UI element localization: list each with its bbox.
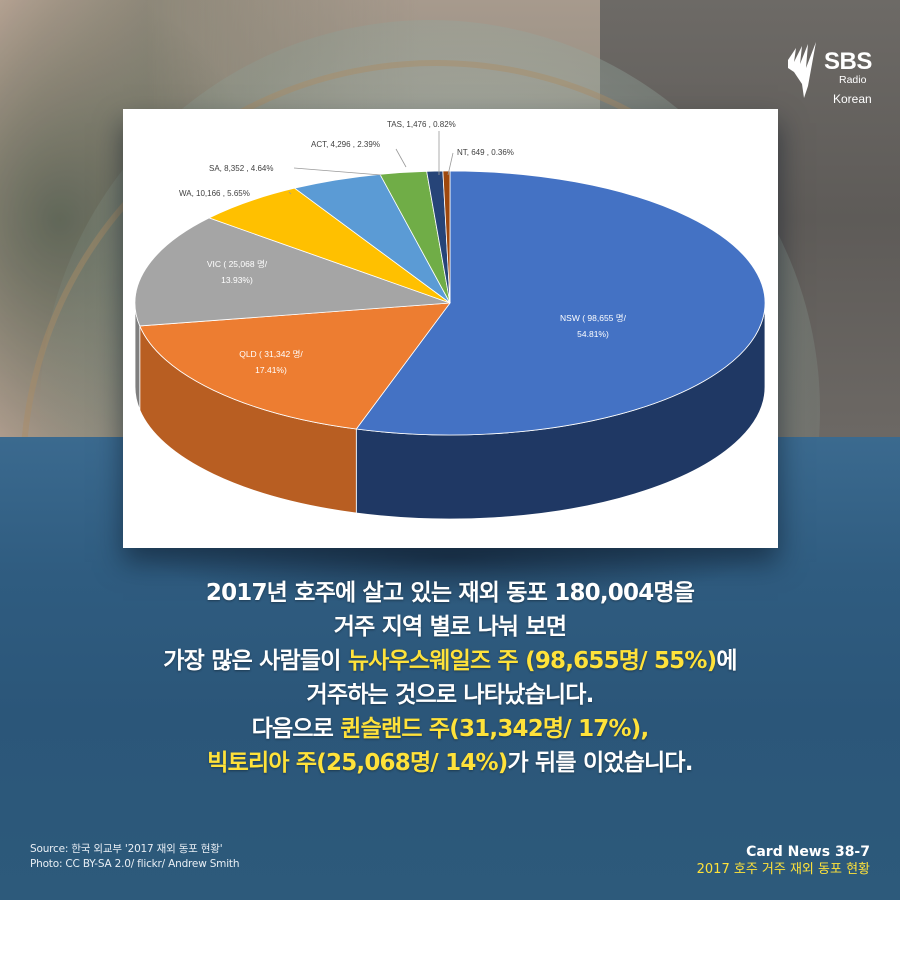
pie-slice-nt [442,170,451,304]
source-text: Source: 한국 외교부 '2017 재외 동포 현황' [30,843,223,855]
pie-slice-qld [139,302,451,430]
data-label-nsw: NSW ( 98,655 명/ [560,313,627,323]
data-label-qld: QLD ( 31,342 명/ [239,349,303,359]
pie-slice-vic [134,217,451,327]
data-label-act: ACT, 4,296 , 2.39% [311,140,380,149]
sbs-radio-logo: SBS Radio Korean [786,38,886,118]
headline-line-3-pre: 가장 많은 사람들이 [163,648,348,674]
pie-chart-3d: NSW ( 98,655 명/54.81%) QLD ( 31,342 명/17.… [134,120,766,520]
chart-card: NSW ( 98,655 명/54.81%) QLD ( 31,342 명/17.… [123,109,778,548]
headline-line-5-pre: 다음으로 [251,716,341,742]
leader-line-sa [293,167,382,176]
card-news-info: Card News 38-7 2017 호주 거주 재외 동포 현황 [697,843,870,879]
headline-line-4: 거주하는 것으로 나타났습니다. [306,682,594,708]
pie-slice-nsw [355,170,766,436]
headline-line-2: 거주 지역 별로 나눠 보면 [333,614,567,640]
data-label-qld-pct: 17.41%) [255,365,287,375]
data-label-wa: WA, 10,166 , 5.65% [179,189,250,198]
leader-line-wa [288,191,292,195]
data-label-vic-pct: 13.93%) [221,275,253,285]
highlight-qld-figures: (31,342명/ 17%), [449,716,649,742]
data-label-tas: TAS, 1,476 , 0.82% [387,120,456,129]
leader-line-nt [447,152,454,176]
card-title: 2017 호주 거주 재외 동포 현황 [696,862,870,877]
headline-line-6-post: 가 뒤를 이었습니다. [507,750,693,776]
headline-line-1: 2017년 호주에 살고 있는 재외 동포 180,004명을 [205,580,695,606]
photo-credit-text: Photo: CC BY-SA 2.0/ flickr/ Andrew Smit… [30,858,240,870]
headline-line-6: 빅토리아 주(25,068명/ 14%)가 뒤를 이었습니다. [0,746,900,780]
highlight-vic-figures: (25,068명/ 14%) [316,750,508,776]
highlight-vic: 빅토리아 주 [207,750,317,776]
headline-line-3: 가장 많은 사람들이 뉴사우스웨일즈 주 (98,655명/ 55%)에 [0,644,900,678]
data-label-nsw-pct: 54.81%) [577,329,609,339]
logo-language-text: Korean [833,92,872,106]
headline-line-5: 다음으로 퀸슬랜드 주(31,342명/ 17%), [0,712,900,746]
logo-sbs-text: SBS [824,48,872,75]
highlight-nsw: 뉴사우스웨일즈 주 (98,655명/ 55%) [347,648,717,674]
sbs-waves-icon [788,42,816,98]
card-number: Card News 38-7 [746,844,870,860]
data-label-sa: SA, 8,352 , 4.64% [209,164,274,173]
source-credits: Source: 한국 외교부 '2017 재외 동포 현황' Photo: CC… [30,842,240,872]
headline-line-3-post: 에 [716,648,737,674]
data-label-nt: NT, 649 , 0.36% [457,148,514,157]
leader-line-act [395,148,407,168]
highlight-qld: 퀸슬랜드 주 [340,716,450,742]
logo-radio-text: Radio [839,74,867,86]
data-label-vic: VIC ( 25,068 명/ [207,259,268,269]
headline-text: 2017년 호주에 살고 있는 재외 동포 180,004명을 거주 지역 별로… [0,576,900,780]
